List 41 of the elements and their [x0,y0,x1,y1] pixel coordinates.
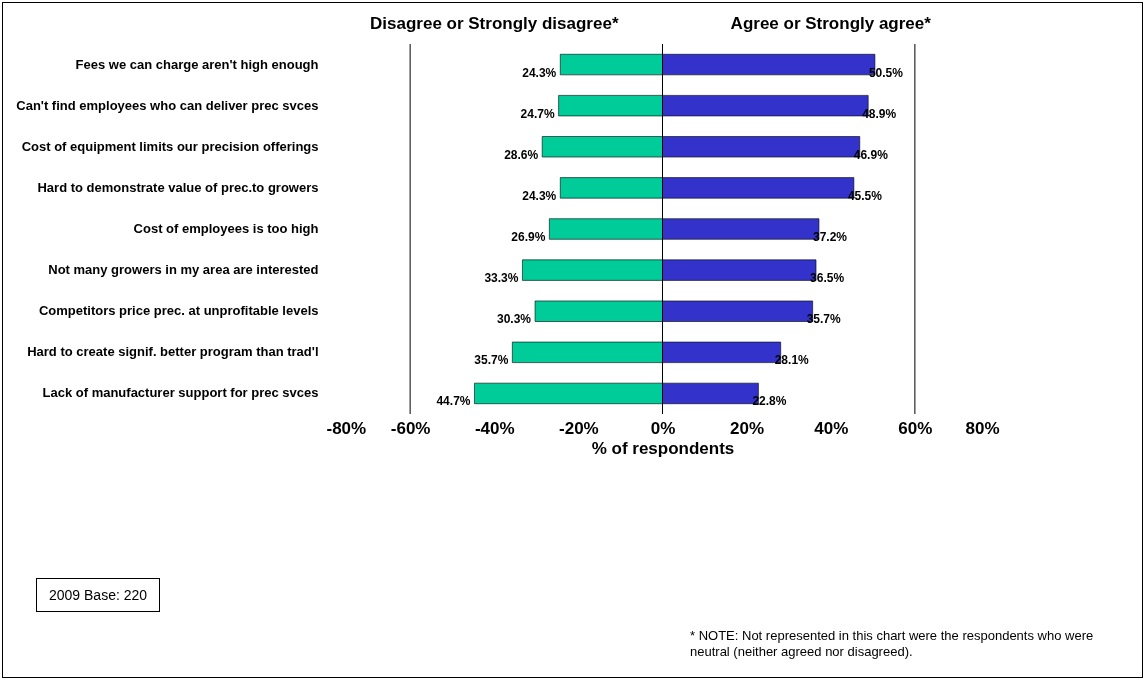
data-label: 24.7% [520,106,555,121]
y-tick-label: Lack of manufacturer support for prec svces [42,385,319,401]
x-tick-label: -60% [390,418,431,438]
y-tick-label: Fees we can charge aren't high enough [75,56,319,72]
x-tick-label: 20% [730,418,765,438]
data-label: 46.9% [853,147,889,162]
x-tick-label: 80% [965,418,1000,438]
series-label: Disagree or Strongly disagree* [370,14,619,33]
data-label: 33.3% [484,271,519,286]
y-tick-label: Cost of employees is too high [133,221,319,236]
data-label: 30.3% [497,312,532,327]
x-tick-label: 0% [650,418,676,438]
data-label: 24.3% [522,188,557,203]
x-tick-label: -40% [474,418,515,438]
data-label: 44.7% [436,394,471,409]
y-tick-label: Can't find employees who can deliver prec svces [16,97,319,113]
series-label: Agree or Strongly agree* [730,14,932,33]
data-label: 37.2% [812,230,848,244]
text: 2009 Base: 220 [36,578,161,612]
data-label: 24.3% [522,65,557,80]
y-tick-label: Hard to demonstrate value of prec.to growers [37,179,319,195]
data-label: 45.5% [847,188,883,203]
x-axis-title: % of respondents [591,438,735,458]
x-tick-label: -80% [326,418,367,438]
y-tick-label: Cost of equipment limits our precision offerings [21,138,319,154]
y-tick-label: Competitors price prec. at unprofitable levels [38,303,319,319]
data-label: 22.8% [752,394,787,409]
data-label: 36.5% [810,271,845,286]
data-label: 35.7% [474,353,509,368]
y-tick-label: Not many growers in my area are interested [48,262,319,278]
x-tick-label: -20% [559,418,599,438]
x-tick-label: 60% [898,418,933,438]
data-label: 35.7% [806,312,842,327]
data-label: 50.5% [868,65,904,80]
data-label: 48.9% [862,106,897,121]
x-tick-label: 40% [814,418,849,438]
data-label: 26.9% [511,230,546,244]
y-tick-label: Hard to create signif. better program than trad'l [27,344,319,360]
data-label: 28.1% [774,353,810,368]
data-label: 28.6% [504,147,539,162]
text: * NOTE: Not represented in this chart were the respondents who were neutral (neither agreed nor disagreed). [690,628,1095,660]
